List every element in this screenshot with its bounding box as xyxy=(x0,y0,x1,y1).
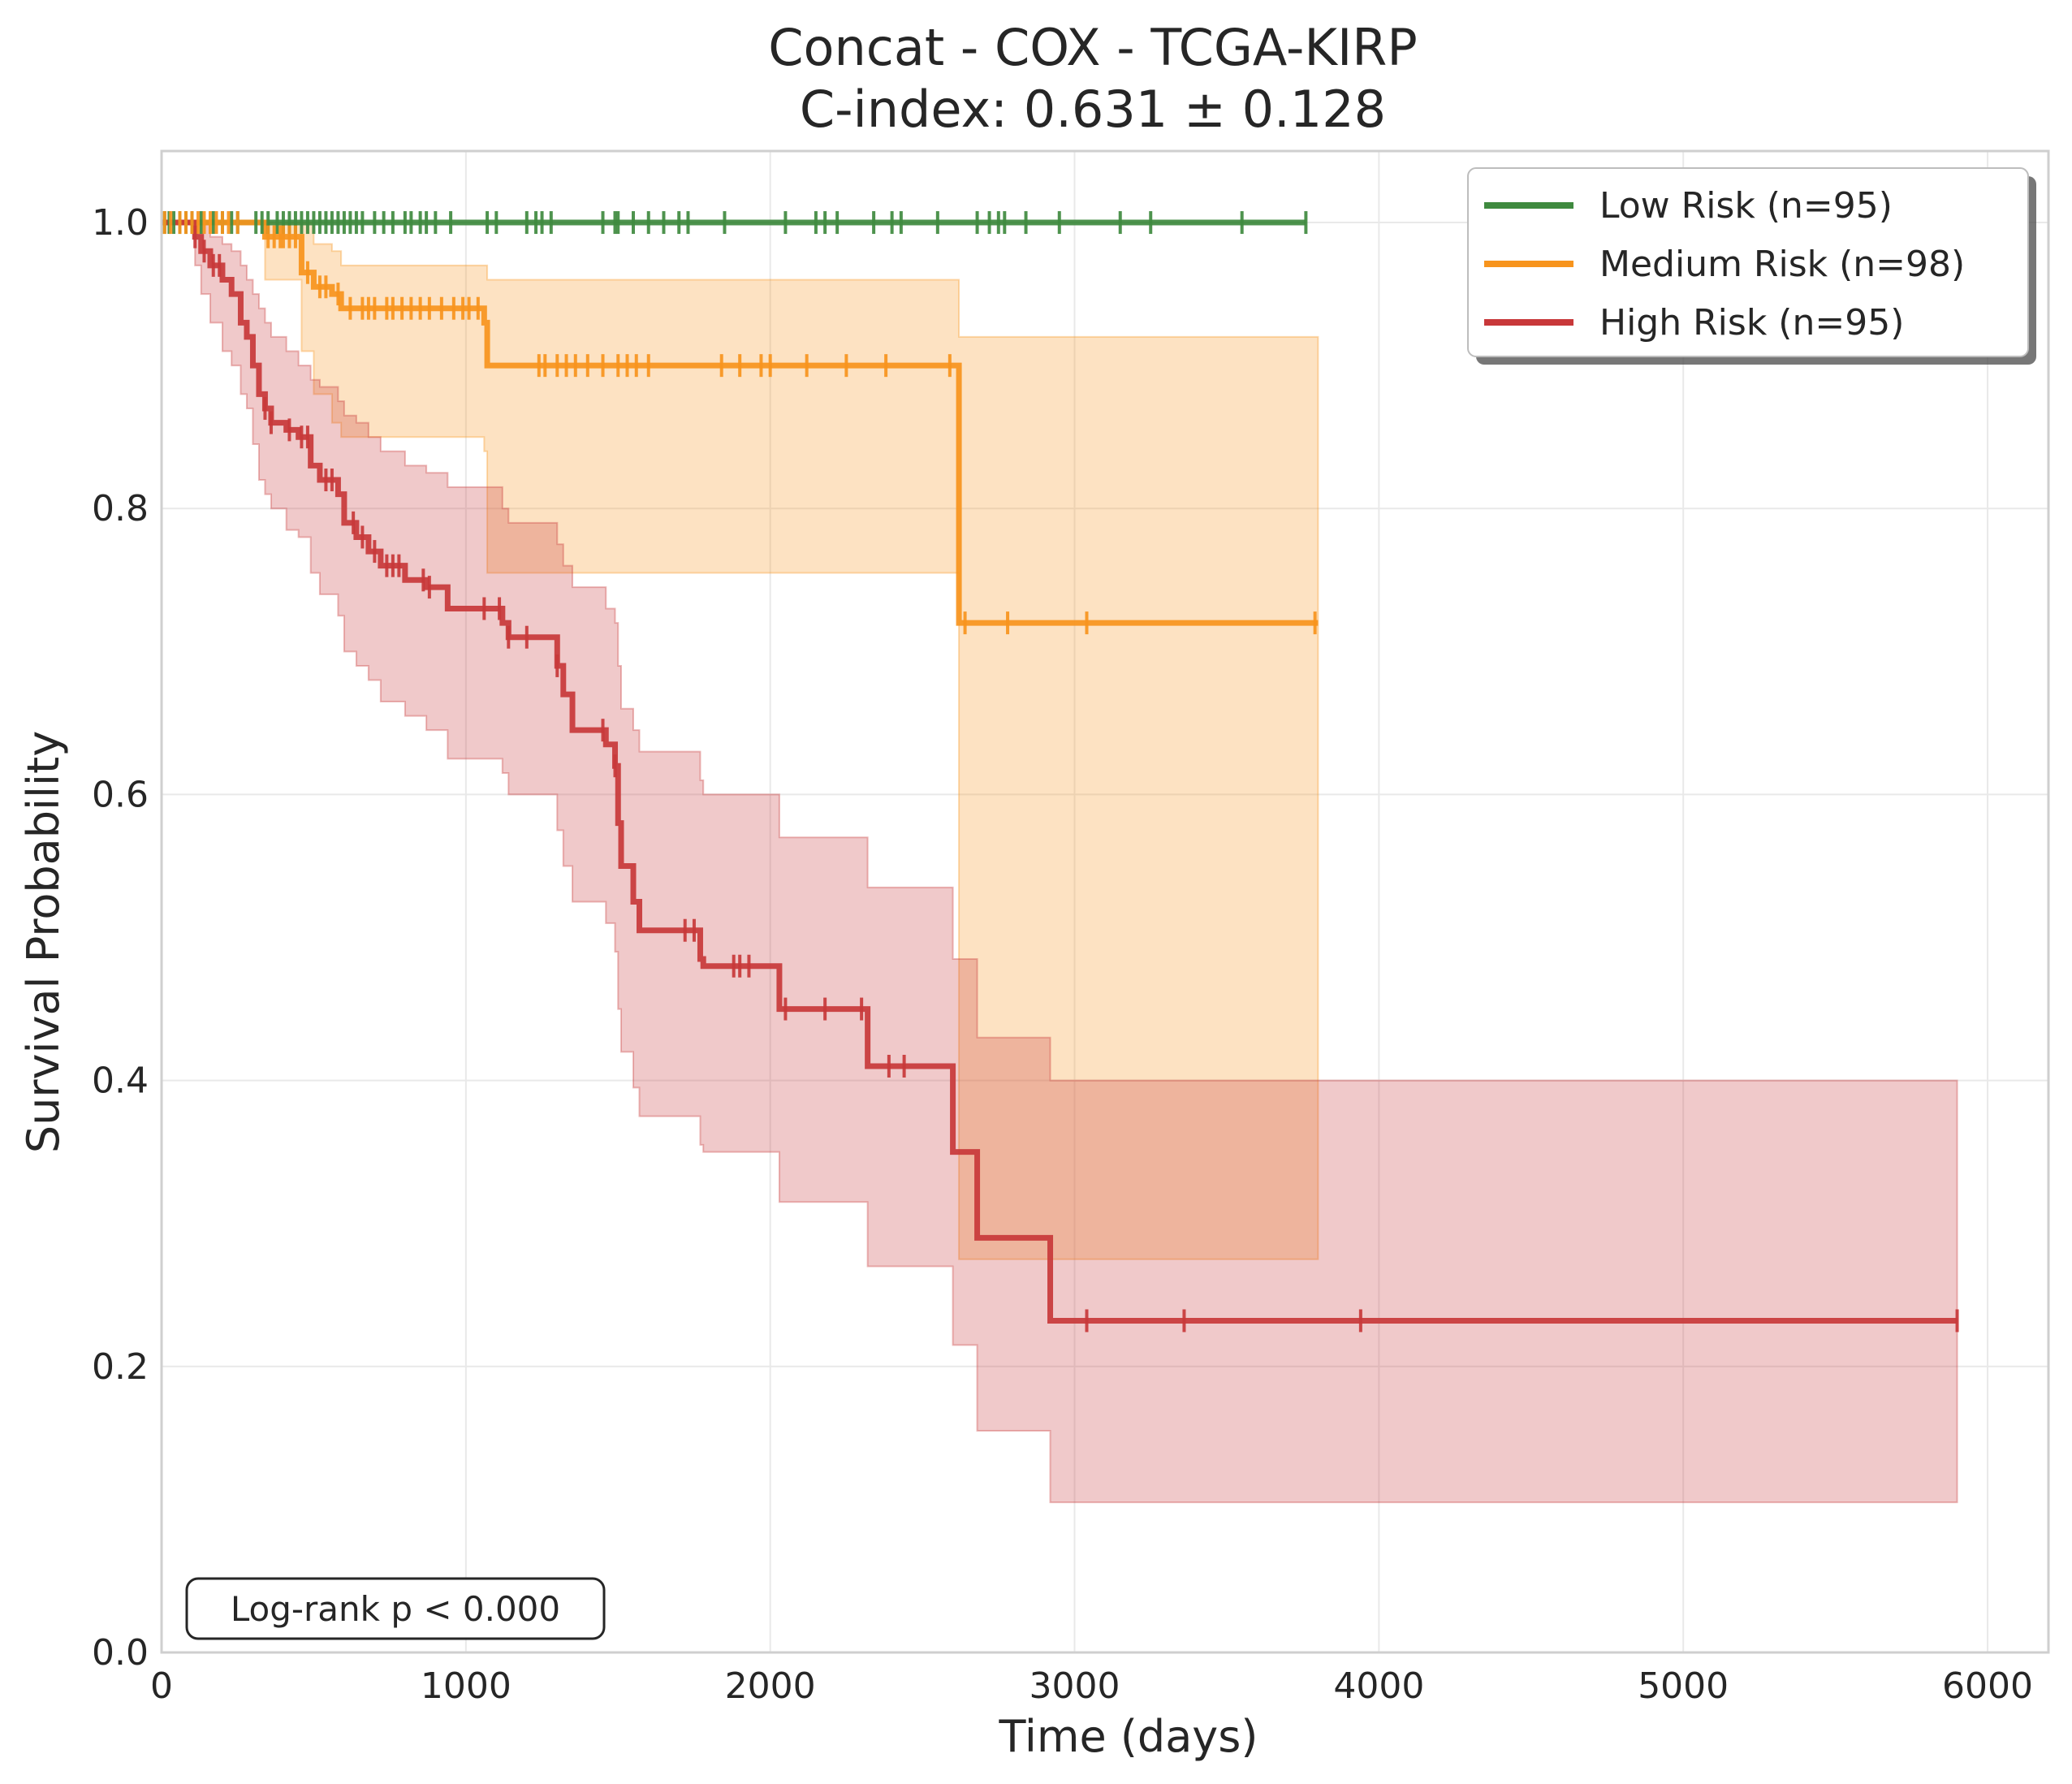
x-tick-label: 1000 xyxy=(421,1665,512,1707)
x-tick-label: 6000 xyxy=(1942,1665,2033,1707)
x-tick-label: 0 xyxy=(150,1665,173,1707)
legend-label: Medium Risk (n=98) xyxy=(1599,244,1965,285)
survival-curve xyxy=(162,219,1958,1324)
y-tick-label: 1.0 xyxy=(92,202,149,244)
legend-label: High Risk (n=95) xyxy=(1599,302,1904,343)
survival-curve xyxy=(162,219,1319,626)
legend-box xyxy=(1467,167,2029,357)
x-tick-label: 4000 xyxy=(1333,1665,1424,1707)
confidence-bands xyxy=(162,222,1958,1504)
x-tick-label: 5000 xyxy=(1638,1665,1729,1707)
survival-curves xyxy=(162,219,1958,1324)
annotation-box xyxy=(185,1577,606,1640)
x-tick-label: 2000 xyxy=(725,1665,816,1707)
y-axis-label: Survival Probability xyxy=(18,731,69,1153)
y-tick-label: 0.8 xyxy=(92,488,149,529)
x-axis-label: Time (days) xyxy=(999,1711,1258,1762)
y-tick-label: 0.0 xyxy=(92,1632,149,1674)
y-axis-ticks: 0.0 0.2 0.4 0.6 0.8 1.0 xyxy=(92,202,149,1674)
y-tick-label: 0.2 xyxy=(92,1346,149,1388)
censor-marks xyxy=(162,211,1959,1333)
x-tick-label: 3000 xyxy=(1030,1665,1120,1707)
legend: Low Risk (n=95) Medium Risk (n=98) High Ri… xyxy=(1467,167,2036,365)
logrank-annotation: Log-rank p < 0.000 xyxy=(185,1577,606,1640)
chart-title: Concat - COX - TCGA-KIRP xyxy=(768,18,1418,77)
y-tick-label: 0.4 xyxy=(92,1060,149,1102)
chart-subtitle: C-index: 0.631 ± 0.128 xyxy=(800,80,1386,139)
x-axis-ticks: 0 1000 2000 3000 4000 5000 6000 xyxy=(150,1665,2033,1707)
legend-label: Low Risk (n=95) xyxy=(1599,185,1893,227)
y-tick-label: 0.6 xyxy=(92,774,149,815)
plot-frame xyxy=(160,149,2050,1654)
annotation-text: Log-rank p < 0.000 xyxy=(231,1589,560,1629)
ci-band xyxy=(162,222,1319,1260)
ci-band xyxy=(162,222,1958,1504)
